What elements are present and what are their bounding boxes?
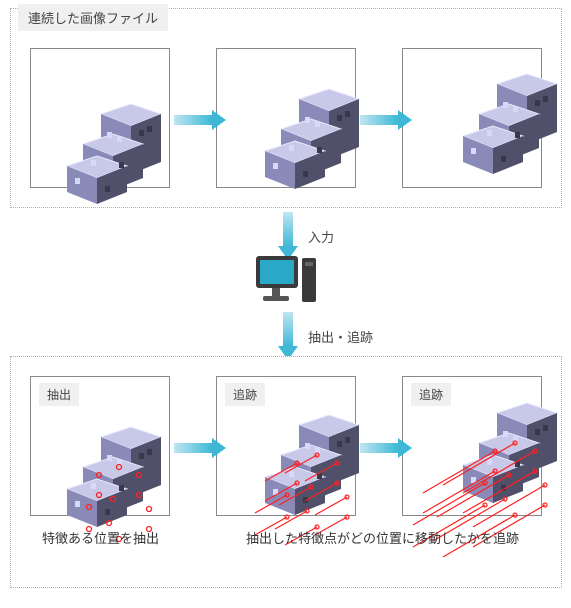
arrow-bottom-2 (360, 436, 412, 460)
output-frame-extract: 抽出 (30, 376, 170, 516)
arrow-extract-track: 抽出・追跡 (276, 312, 373, 360)
input-frame-1 (30, 48, 170, 188)
frame-label-track-1: 追跡 (225, 383, 265, 406)
top-section-label: 連続した画像ファイル (18, 4, 168, 31)
input-frame-2 (216, 48, 356, 188)
arrow-extract-label: 抽出・追跡 (308, 327, 373, 346)
output-frame-track-1: 追跡 (216, 376, 356, 516)
computer-icon (254, 252, 318, 306)
frame-label-track-2: 追跡 (411, 383, 451, 406)
input-frame-3 (402, 48, 542, 188)
output-frame-track-2: 追跡 (402, 376, 542, 516)
caption-extract: 特徴ある位置を抽出 (42, 528, 159, 547)
arrow-bottom-1 (174, 436, 226, 460)
arrow-top-1 (174, 108, 226, 132)
caption-track: 抽出した特徴点がどの位置に移動したかを追跡 (246, 528, 519, 547)
arrow-top-2 (360, 108, 412, 132)
frame-label-extract: 抽出 (39, 383, 79, 406)
arrow-input-label: 入力 (308, 227, 334, 246)
